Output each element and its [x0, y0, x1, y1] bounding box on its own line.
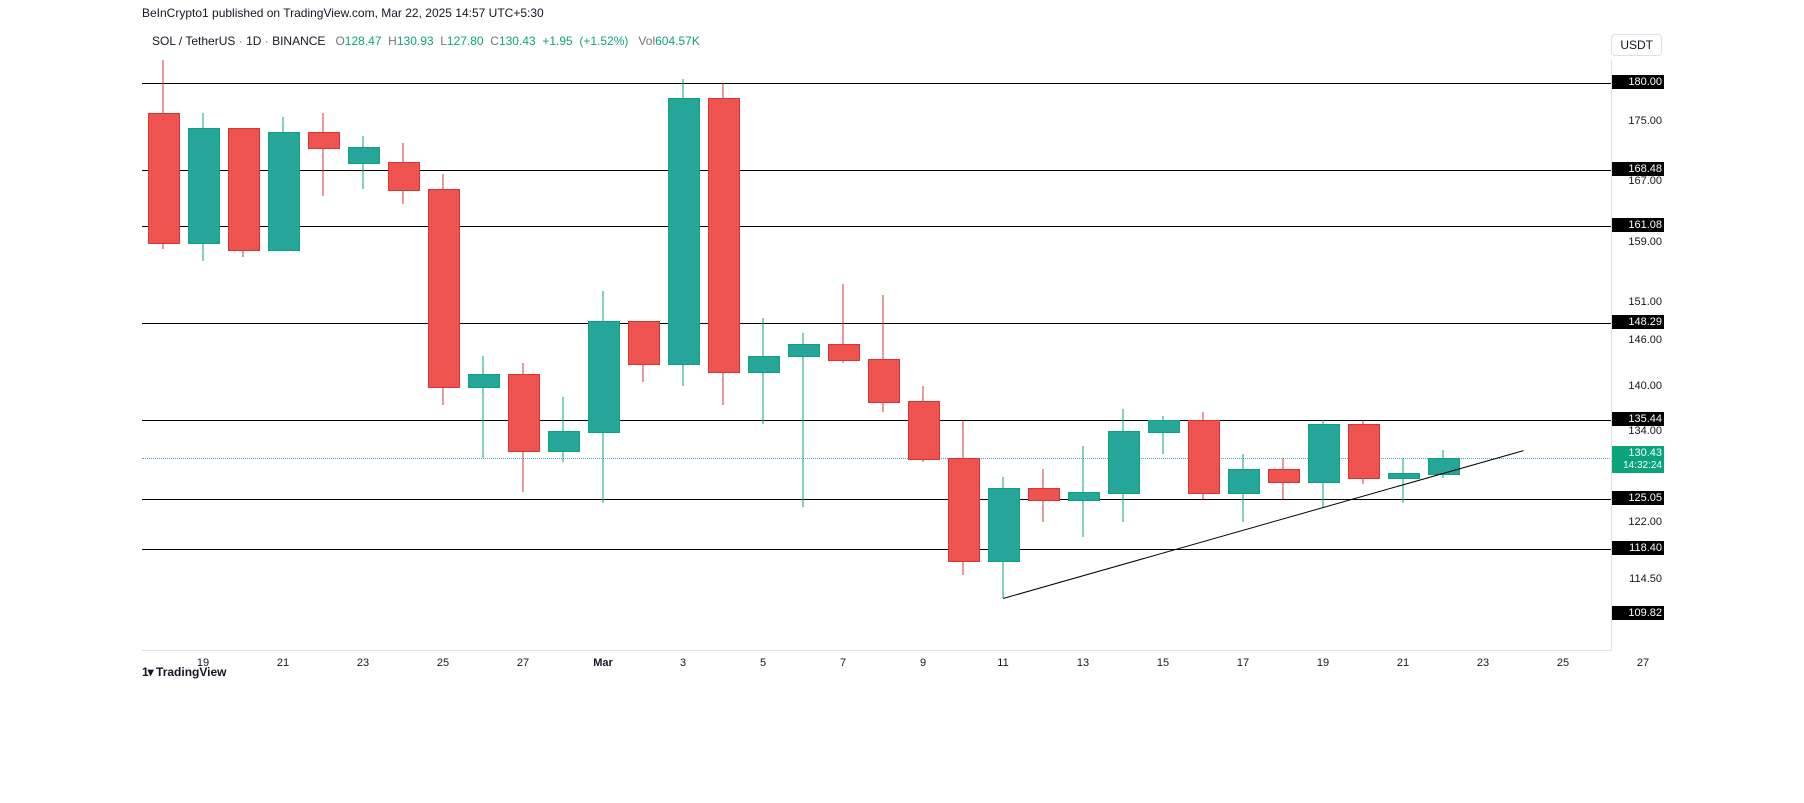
x-tick: 23 — [1477, 657, 1489, 669]
x-tick: 11 — [997, 657, 1008, 669]
candle-body — [1068, 492, 1100, 502]
y-tick: 122.00 — [1612, 515, 1664, 529]
price-line-label: 161.08 — [1612, 218, 1664, 232]
candle-body — [1108, 431, 1140, 494]
candle-body — [788, 344, 820, 357]
x-tick: 25 — [437, 657, 449, 669]
publish-header: BeInCrypto1 published on TradingView.com… — [142, 6, 544, 20]
x-tick: 25 — [1557, 657, 1569, 669]
y-tick: 114.50 — [1612, 572, 1664, 586]
y-min-label: 109.82 — [1612, 606, 1664, 620]
x-tick: 23 — [357, 657, 369, 669]
x-tick: 3 — [680, 657, 686, 669]
candle-body — [988, 488, 1020, 562]
x-tick: 19 — [1317, 657, 1329, 669]
candle-wick — [1403, 458, 1404, 503]
timeframe: 1D — [246, 34, 261, 48]
x-tick: 9 — [920, 657, 926, 669]
y-tick: 167.00 — [1612, 174, 1664, 188]
candle-body — [508, 374, 540, 452]
x-tick: Mar — [593, 657, 613, 669]
x-tick: 7 — [840, 657, 846, 669]
candle-body — [1308, 424, 1340, 483]
candle-wick — [483, 356, 484, 458]
candle-body — [388, 162, 420, 191]
y-tick: 159.00 — [1612, 235, 1664, 249]
candle-body — [268, 132, 300, 251]
price-line — [142, 226, 1612, 227]
x-tick: 15 — [1157, 657, 1169, 669]
ohlc-high: 130.93 — [397, 34, 434, 48]
price-line-label: 125.05 — [1612, 491, 1664, 505]
candle-body — [1388, 473, 1420, 479]
exchange: BINANCE — [272, 34, 325, 48]
ohlc-open: 128.47 — [345, 34, 382, 48]
price-line-label: 118.40 — [1612, 541, 1664, 555]
price-line — [142, 549, 1612, 550]
candle-wick — [323, 113, 324, 196]
candle-body — [708, 98, 740, 373]
candle-body — [188, 128, 220, 244]
candle-body — [548, 431, 580, 452]
y-tick: 151.00 — [1612, 295, 1664, 309]
x-tick: 17 — [1237, 657, 1249, 669]
x-tick: 21 — [1397, 657, 1409, 669]
x-tick: 27 — [517, 657, 529, 669]
candle-body — [868, 359, 900, 403]
x-tick: 13 — [1077, 657, 1089, 669]
x-tick: 21 — [277, 657, 289, 669]
candle-body — [628, 321, 660, 365]
y-tick: 140.00 — [1612, 379, 1664, 393]
candle-body — [1188, 420, 1220, 494]
candle-body — [908, 401, 940, 460]
ohlc-pct: (+1.52%) — [579, 34, 628, 48]
last-price-line — [142, 458, 1612, 459]
volume: 604.57K — [655, 34, 700, 48]
candle-body — [948, 458, 980, 562]
candle-body — [148, 113, 180, 244]
candle-body — [1148, 420, 1180, 433]
chart-plot[interactable]: 180.00168.48161.08148.29135.44125.05118.… — [142, 60, 1612, 651]
chart-legend: SOL / TetherUS · 1D · BINANCE O128.47 H1… — [152, 34, 700, 48]
candle-body — [1028, 488, 1060, 501]
candle-body — [308, 132, 340, 149]
candle-body — [1428, 458, 1460, 475]
ohlc-close: 130.43 — [499, 34, 536, 48]
price-line — [142, 83, 1612, 84]
quote-currency: USDT — [1611, 34, 1662, 56]
price-line-label: 180.00 — [1612, 75, 1664, 89]
x-axis: 1921232527Mar3579111315171921232527 — [142, 657, 1612, 673]
price-line-label: 148.29 — [1612, 315, 1664, 329]
x-tick: 5 — [760, 657, 766, 669]
candle-body — [1348, 424, 1380, 479]
candle-body — [588, 321, 620, 433]
candle-body — [428, 189, 460, 388]
candle-body — [1228, 469, 1260, 494]
candle-body — [748, 356, 780, 373]
y-tick: 134.00 — [1612, 424, 1664, 438]
candle-body — [828, 344, 860, 361]
candle-body — [668, 98, 700, 365]
y-tick: 175.00 — [1612, 114, 1664, 128]
candle-body — [228, 128, 260, 251]
candle-body — [468, 374, 500, 387]
tradingview-logo: 1▾ TradingView — [142, 665, 227, 679]
candle-body — [348, 147, 380, 164]
ohlc-change: +1.95 — [542, 34, 572, 48]
x-tick: 27 — [1637, 657, 1649, 669]
price-line — [142, 499, 1612, 500]
ohlc-low: 127.80 — [447, 34, 484, 48]
price-line — [142, 420, 1612, 421]
pair: SOL / TetherUS — [152, 34, 235, 48]
price-line — [142, 323, 1612, 324]
last-price-label: 130.4314:32:24 — [1612, 446, 1664, 473]
y-tick: 146.00 — [1612, 333, 1664, 347]
candle-wick — [803, 333, 804, 507]
candle-body — [1268, 469, 1300, 482]
